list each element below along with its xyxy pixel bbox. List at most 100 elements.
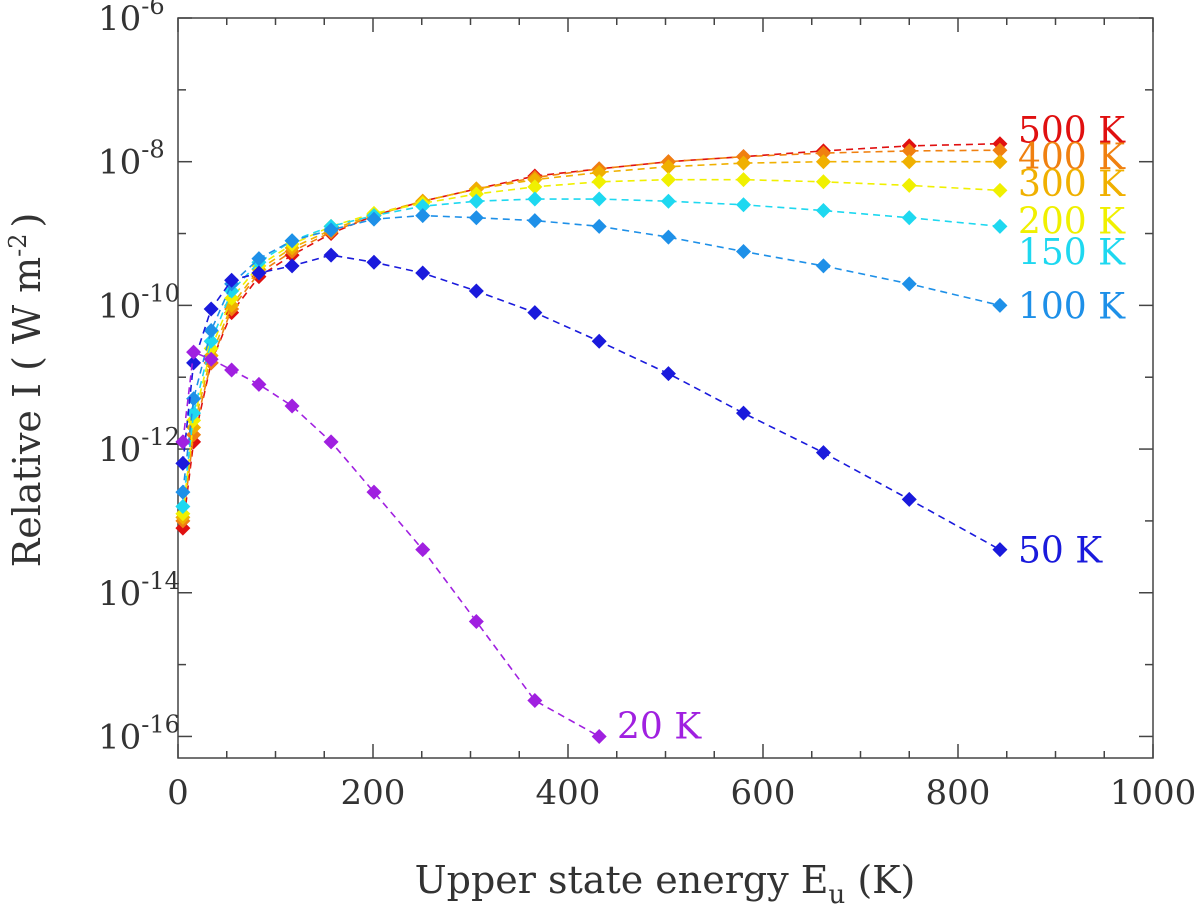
x-tick-label: 1000 [1110, 773, 1197, 813]
data-point [591, 191, 607, 207]
x-tick-label: 200 [341, 773, 406, 813]
series-200k [175, 172, 1008, 522]
data-point [992, 297, 1008, 313]
data-point [901, 177, 917, 193]
data-point [815, 203, 831, 219]
data-point [527, 305, 543, 321]
series-400k [175, 142, 1008, 529]
data-point [527, 191, 543, 207]
data-point [815, 258, 831, 274]
data-point [224, 362, 240, 378]
data-point [527, 693, 543, 709]
data-point [224, 272, 240, 288]
data-point [591, 174, 607, 190]
data-point [186, 405, 202, 421]
data-point [284, 258, 300, 274]
y-tick-label: 10-6 [98, 0, 165, 39]
data-point [251, 251, 267, 267]
data-point [660, 172, 676, 188]
y-tick-label: 10-14 [98, 567, 180, 614]
data-point [901, 276, 917, 292]
data-point [591, 218, 607, 234]
data-point [175, 484, 191, 500]
data-point [468, 283, 484, 299]
plot-frame [177, 17, 1154, 759]
y-tick-label: 10-16 [98, 710, 180, 757]
data-point [468, 210, 484, 226]
data-point [992, 142, 1008, 158]
data-point [901, 491, 917, 507]
data-point [284, 233, 300, 249]
data-point [251, 265, 267, 281]
data-point [323, 247, 339, 263]
data-point [186, 355, 202, 371]
data-point [415, 208, 431, 224]
data-point [186, 344, 202, 360]
series-50k [175, 247, 1008, 558]
data-point [992, 154, 1008, 170]
series-100k [175, 208, 1008, 500]
data-point [251, 376, 267, 392]
y-tick-label: 10-12 [98, 423, 180, 470]
data-point [175, 455, 191, 471]
data-point [203, 301, 219, 317]
series-label: 400 K [1018, 137, 1126, 178]
series-300k [175, 154, 1008, 525]
x-axis-title: Upper state energy Eu (K) [415, 858, 916, 908]
y-tick-label: 10-10 [98, 279, 180, 326]
data-point [660, 366, 676, 382]
data-point [366, 211, 382, 227]
data-point [203, 351, 219, 367]
data-point [323, 222, 339, 238]
series-20k [175, 344, 607, 744]
data-point [660, 193, 676, 209]
data-point [736, 243, 751, 259]
data-point [527, 179, 543, 195]
data-point [901, 210, 917, 226]
data-point [736, 197, 751, 213]
data-point [591, 164, 607, 180]
x-tick-label: 600 [731, 773, 796, 813]
data-point [992, 218, 1008, 234]
series-label: 500 K [1018, 110, 1126, 151]
data-point [901, 154, 917, 170]
y-axis-title: Relative I ( W m-2) [4, 213, 49, 568]
series-line [182, 142, 1000, 529]
series-line [182, 214, 1001, 493]
series-line [182, 149, 1000, 522]
data-point [468, 613, 484, 629]
data-point [175, 499, 191, 515]
data-point [736, 155, 751, 171]
series-line [182, 254, 1001, 551]
data-point [366, 254, 382, 270]
data-point [591, 333, 607, 349]
x-tick-label: 0 [167, 773, 189, 813]
data-point [736, 172, 751, 188]
data-point [468, 193, 484, 209]
series-label: 100 K [1018, 286, 1126, 327]
data-point [815, 445, 831, 461]
data-point [366, 484, 382, 500]
series-label: 300 K [1018, 164, 1126, 205]
data-point [415, 542, 431, 558]
series-line [182, 160, 1000, 518]
data-point [992, 182, 1008, 198]
data-point [203, 323, 219, 339]
data-point [175, 434, 191, 450]
data-point [323, 434, 339, 450]
y-tick-label: 10-8 [98, 136, 165, 183]
series [175, 136, 1008, 744]
series-500k [175, 136, 1008, 536]
data-point [591, 728, 607, 744]
data-point [815, 145, 831, 161]
data-point [815, 174, 831, 190]
series-label: 200 K [1018, 202, 1126, 243]
data-point [660, 229, 676, 245]
data-point [901, 143, 917, 159]
data-point [992, 542, 1008, 558]
series-label: 20 K [617, 707, 702, 748]
ticks: 0 200 400 600 800 1000 10-6 10-8 10-10 10-12 10-14… [98, 0, 1196, 813]
data-point [527, 213, 543, 229]
